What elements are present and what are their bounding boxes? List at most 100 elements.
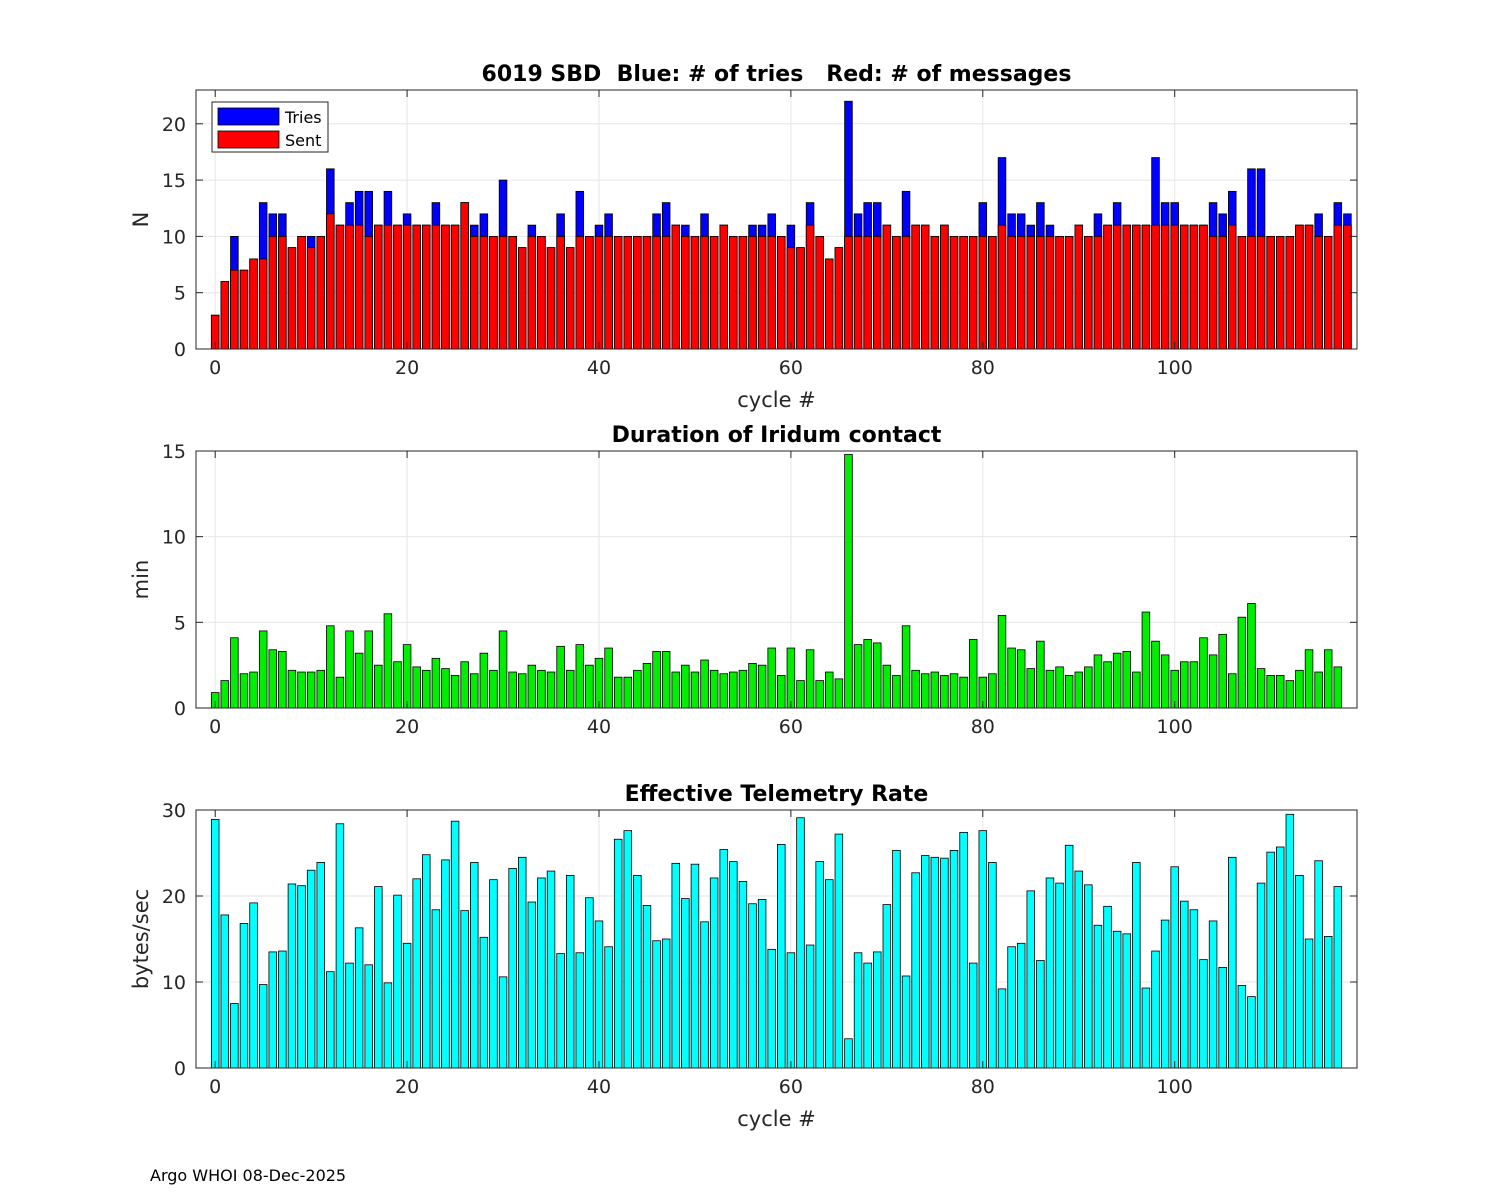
x-tick-label: 80	[971, 357, 995, 379]
duration-bar	[422, 669, 431, 709]
rate-bar	[1036, 960, 1045, 1069]
sent-bar	[738, 235, 748, 350]
x-tick-label: 0	[209, 716, 221, 738]
sent-bar	[700, 235, 709, 350]
rate-bar	[585, 897, 594, 1069]
sent-bar	[834, 247, 844, 350]
x-tick-label: 20	[395, 1076, 419, 1098]
y-tick-label: 0	[174, 339, 186, 361]
duration-bar	[757, 664, 767, 709]
duration-bar	[306, 671, 316, 709]
duration-bar	[393, 661, 402, 709]
rate-bar	[1122, 933, 1131, 1069]
sent-bar	[1247, 235, 1256, 350]
duration-bar	[565, 669, 575, 709]
duration-bar	[1036, 640, 1045, 709]
rate-bar	[230, 1003, 239, 1069]
duration-bar	[354, 652, 364, 709]
sent-bar	[1343, 224, 1352, 350]
x-axis-label: cycle #	[737, 1107, 816, 1131]
duration-bar	[258, 630, 268, 709]
rate-bar	[556, 953, 565, 1069]
rate-bar	[738, 880, 748, 1069]
rate-bar	[825, 879, 834, 1069]
sent-bar	[1016, 235, 1026, 350]
duration-bar	[729, 671, 738, 709]
sent-bar	[306, 247, 316, 350]
rate-bar	[508, 868, 517, 1069]
rate-bar	[489, 879, 498, 1069]
rate-bar	[930, 856, 940, 1069]
sent-bar	[537, 235, 546, 350]
rate-bar	[911, 872, 920, 1069]
chart-title: 6019 SBD Blue: # of tries Red: # of mess…	[482, 62, 1072, 87]
rate-bar	[393, 894, 402, 1069]
sent-bar	[441, 224, 450, 350]
sent-bar	[1266, 235, 1275, 350]
y-axis-label: bytes/sec	[129, 889, 153, 989]
rate-bar	[920, 855, 930, 1069]
sent-bar	[489, 235, 498, 350]
y-axis-label: N	[129, 212, 153, 228]
x-axis-label: cycle #	[737, 388, 816, 412]
rate-bar	[306, 869, 316, 1069]
rate-bar	[1026, 890, 1036, 1069]
duration-bar	[326, 625, 335, 709]
x-tick-label: 80	[971, 716, 995, 738]
rate-bar	[575, 952, 585, 1069]
x-tick-label: 40	[587, 716, 611, 738]
duration-bar	[1132, 671, 1141, 709]
duration-bar	[911, 669, 920, 709]
y-tick-label: 30	[162, 800, 186, 822]
duration-bar	[1016, 649, 1026, 709]
duration-bar	[1055, 666, 1064, 709]
rate-bar	[1180, 900, 1189, 1069]
rate-bar	[297, 885, 306, 1069]
x-tick-label: 60	[779, 716, 803, 738]
rate-bar	[709, 877, 719, 1069]
rate-bar	[1247, 996, 1256, 1069]
sent-bar	[594, 235, 604, 350]
x-tick-label: 0	[209, 357, 221, 379]
duration-bar	[901, 625, 911, 709]
duration-bar	[220, 680, 230, 709]
rate-bar	[258, 984, 268, 1069]
sent-bar	[278, 235, 287, 350]
sent-bar	[873, 235, 882, 350]
duration-bar	[844, 454, 853, 709]
x-tick-label: 80	[971, 1076, 995, 1098]
rate-bar	[1228, 856, 1237, 1069]
duration-bar	[1247, 603, 1256, 709]
sent-bar	[1151, 224, 1160, 350]
duration-bar	[1141, 611, 1151, 709]
x-tick-label: 0	[209, 1076, 221, 1098]
duration-bar	[853, 644, 863, 709]
sent-bar	[613, 235, 623, 350]
duration-bar	[1304, 649, 1314, 709]
sent-bar	[671, 224, 680, 350]
duration-bar	[527, 664, 537, 709]
rate-bar	[786, 952, 796, 1069]
sent-bar	[920, 224, 930, 350]
chart-title: Effective Telemetry Rate	[625, 782, 929, 807]
duration-bar	[767, 647, 776, 709]
duration-bar	[594, 657, 604, 709]
sent-bar	[949, 235, 959, 350]
y-tick-label: 20	[162, 886, 186, 908]
y-tick-label: 0	[174, 1058, 186, 1080]
duration-bar	[940, 675, 949, 709]
rate-bar	[402, 942, 412, 1069]
sent-bar	[517, 247, 527, 350]
x-tick-label: 60	[779, 357, 803, 379]
duration-bar	[1314, 671, 1323, 709]
rate-bar	[1151, 950, 1160, 1069]
chart-panel-2: 0 20 40 60 80 100 0 5 10 15 Duration of Iridum con…	[129, 423, 1358, 738]
rate-bar	[690, 863, 700, 1069]
sent-bar	[460, 202, 469, 350]
sent-bar	[1189, 224, 1199, 350]
rate-bar	[287, 883, 297, 1069]
sent-bar	[1122, 224, 1131, 350]
sent-bar	[863, 235, 872, 350]
sent-bar	[1045, 235, 1055, 350]
sent-bar	[633, 235, 642, 350]
